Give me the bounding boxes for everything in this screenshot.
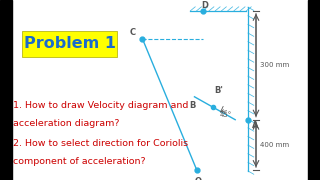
Text: component of acceleration?: component of acceleration? <box>13 157 145 166</box>
Text: A: A <box>252 121 258 130</box>
Text: 300 mm: 300 mm <box>260 62 289 68</box>
Text: 2. How to select direction for Coriolis: 2. How to select direction for Coriolis <box>13 139 188 148</box>
Text: D: D <box>201 1 208 10</box>
Text: O: O <box>195 177 202 180</box>
Text: 1. How to draw Velocity diagram and: 1. How to draw Velocity diagram and <box>13 101 188 110</box>
Text: 45°: 45° <box>220 112 232 118</box>
Bar <box>308 0 320 180</box>
Text: Problem 1: Problem 1 <box>24 36 116 51</box>
Text: B: B <box>189 101 195 110</box>
Text: B': B' <box>214 86 223 95</box>
Text: acceleration diagram?: acceleration diagram? <box>13 119 119 128</box>
Text: 400 mm: 400 mm <box>260 142 289 148</box>
FancyBboxPatch shape <box>22 31 117 57</box>
Bar <box>0 0 12 180</box>
Text: C: C <box>129 28 135 37</box>
